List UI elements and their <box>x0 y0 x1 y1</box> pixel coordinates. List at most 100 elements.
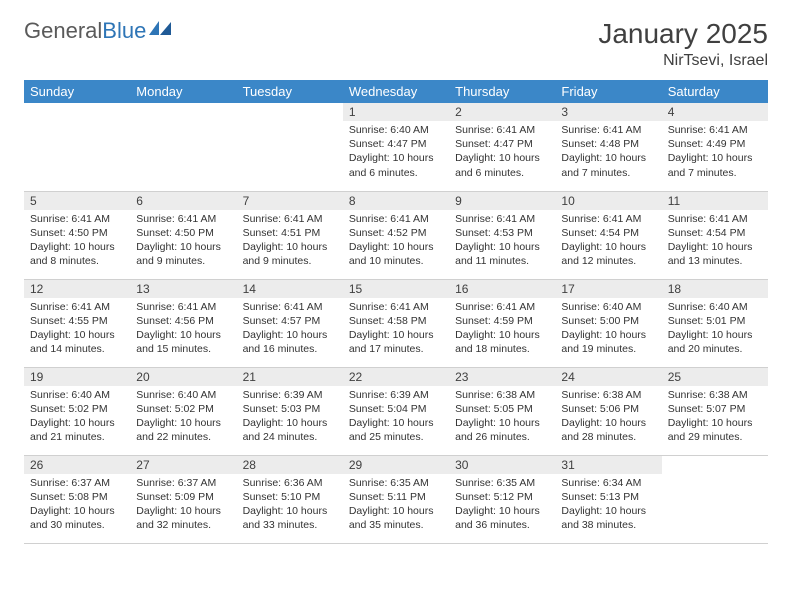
day-body: Sunrise: 6:41 AMSunset: 4:55 PMDaylight:… <box>24 298 130 361</box>
day-body: Sunrise: 6:41 AMSunset: 4:48 PMDaylight:… <box>555 121 661 184</box>
empty-cell <box>237 103 343 191</box>
day-cell: 25Sunrise: 6:38 AMSunset: 5:07 PMDayligh… <box>662 367 768 455</box>
day-body: Sunrise: 6:38 AMSunset: 5:07 PMDaylight:… <box>662 386 768 449</box>
sail-icon <box>149 21 171 35</box>
day-number: 30 <box>449 456 555 474</box>
day-body: Sunrise: 6:40 AMSunset: 4:47 PMDaylight:… <box>343 121 449 184</box>
day-cell: 9Sunrise: 6:41 AMSunset: 4:53 PMDaylight… <box>449 191 555 279</box>
day-cell: 30Sunrise: 6:35 AMSunset: 5:12 PMDayligh… <box>449 455 555 543</box>
calendar-body: 1Sunrise: 6:40 AMSunset: 4:47 PMDaylight… <box>24 103 768 543</box>
day-number: 6 <box>130 192 236 210</box>
day-number: 12 <box>24 280 130 298</box>
day-body: Sunrise: 6:35 AMSunset: 5:12 PMDaylight:… <box>449 474 555 537</box>
day-number: 9 <box>449 192 555 210</box>
day-cell: 17Sunrise: 6:40 AMSunset: 5:00 PMDayligh… <box>555 279 661 367</box>
weekday-header: Monday <box>130 80 236 103</box>
day-number: 26 <box>24 456 130 474</box>
day-cell: 7Sunrise: 6:41 AMSunset: 4:51 PMDaylight… <box>237 191 343 279</box>
day-cell: 4Sunrise: 6:41 AMSunset: 4:49 PMDaylight… <box>662 103 768 191</box>
day-body: Sunrise: 6:41 AMSunset: 4:53 PMDaylight:… <box>449 210 555 273</box>
day-cell: 2Sunrise: 6:41 AMSunset: 4:47 PMDaylight… <box>449 103 555 191</box>
day-number: 25 <box>662 368 768 386</box>
day-body: Sunrise: 6:41 AMSunset: 4:51 PMDaylight:… <box>237 210 343 273</box>
day-number: 7 <box>237 192 343 210</box>
day-number: 11 <box>662 192 768 210</box>
day-number: 15 <box>343 280 449 298</box>
logo: GeneralBlue <box>24 18 171 44</box>
header: GeneralBlue January 2025 NirTsevi, Israe… <box>24 18 768 70</box>
day-body: Sunrise: 6:40 AMSunset: 5:02 PMDaylight:… <box>24 386 130 449</box>
day-cell: 19Sunrise: 6:40 AMSunset: 5:02 PMDayligh… <box>24 367 130 455</box>
day-cell: 3Sunrise: 6:41 AMSunset: 4:48 PMDaylight… <box>555 103 661 191</box>
weekday-header: Friday <box>555 80 661 103</box>
logo-text: GeneralBlue <box>24 18 146 44</box>
day-body: Sunrise: 6:41 AMSunset: 4:52 PMDaylight:… <box>343 210 449 273</box>
location: NirTsevi, Israel <box>598 52 768 70</box>
day-body: Sunrise: 6:41 AMSunset: 4:59 PMDaylight:… <box>449 298 555 361</box>
day-cell: 22Sunrise: 6:39 AMSunset: 5:04 PMDayligh… <box>343 367 449 455</box>
day-body: Sunrise: 6:41 AMSunset: 4:58 PMDaylight:… <box>343 298 449 361</box>
calendar-row: 19Sunrise: 6:40 AMSunset: 5:02 PMDayligh… <box>24 367 768 455</box>
day-body: Sunrise: 6:41 AMSunset: 4:54 PMDaylight:… <box>662 210 768 273</box>
calendar-head: SundayMondayTuesdayWednesdayThursdayFrid… <box>24 80 768 103</box>
day-body: Sunrise: 6:40 AMSunset: 5:00 PMDaylight:… <box>555 298 661 361</box>
day-body: Sunrise: 6:34 AMSunset: 5:13 PMDaylight:… <box>555 474 661 537</box>
day-body: Sunrise: 6:39 AMSunset: 5:03 PMDaylight:… <box>237 386 343 449</box>
day-number: 27 <box>130 456 236 474</box>
weekday-header: Tuesday <box>237 80 343 103</box>
day-cell: 28Sunrise: 6:36 AMSunset: 5:10 PMDayligh… <box>237 455 343 543</box>
day-body: Sunrise: 6:41 AMSunset: 4:50 PMDaylight:… <box>24 210 130 273</box>
day-number: 18 <box>662 280 768 298</box>
month-title: January 2025 <box>598 18 768 50</box>
day-cell: 31Sunrise: 6:34 AMSunset: 5:13 PMDayligh… <box>555 455 661 543</box>
day-cell: 8Sunrise: 6:41 AMSunset: 4:52 PMDaylight… <box>343 191 449 279</box>
day-body: Sunrise: 6:40 AMSunset: 5:02 PMDaylight:… <box>130 386 236 449</box>
weekday-header: Thursday <box>449 80 555 103</box>
weekday-row: SundayMondayTuesdayWednesdayThursdayFrid… <box>24 80 768 103</box>
day-number: 13 <box>130 280 236 298</box>
day-number: 1 <box>343 103 449 121</box>
day-number: 16 <box>449 280 555 298</box>
day-cell: 27Sunrise: 6:37 AMSunset: 5:09 PMDayligh… <box>130 455 236 543</box>
weekday-header: Wednesday <box>343 80 449 103</box>
day-number: 4 <box>662 103 768 121</box>
day-cell: 20Sunrise: 6:40 AMSunset: 5:02 PMDayligh… <box>130 367 236 455</box>
day-cell: 13Sunrise: 6:41 AMSunset: 4:56 PMDayligh… <box>130 279 236 367</box>
day-cell: 12Sunrise: 6:41 AMSunset: 4:55 PMDayligh… <box>24 279 130 367</box>
day-number: 23 <box>449 368 555 386</box>
day-number: 31 <box>555 456 661 474</box>
weekday-header: Saturday <box>662 80 768 103</box>
day-cell: 29Sunrise: 6:35 AMSunset: 5:11 PMDayligh… <box>343 455 449 543</box>
weekday-header: Sunday <box>24 80 130 103</box>
empty-cell <box>130 103 236 191</box>
day-cell: 14Sunrise: 6:41 AMSunset: 4:57 PMDayligh… <box>237 279 343 367</box>
day-body: Sunrise: 6:35 AMSunset: 5:11 PMDaylight:… <box>343 474 449 537</box>
day-number: 5 <box>24 192 130 210</box>
empty-cell <box>24 103 130 191</box>
logo-general: General <box>24 18 102 43</box>
day-body: Sunrise: 6:41 AMSunset: 4:50 PMDaylight:… <box>130 210 236 273</box>
day-number: 14 <box>237 280 343 298</box>
day-number: 22 <box>343 368 449 386</box>
day-body: Sunrise: 6:41 AMSunset: 4:57 PMDaylight:… <box>237 298 343 361</box>
day-body: Sunrise: 6:38 AMSunset: 5:05 PMDaylight:… <box>449 386 555 449</box>
calendar-table: SundayMondayTuesdayWednesdayThursdayFrid… <box>24 80 768 544</box>
day-cell: 16Sunrise: 6:41 AMSunset: 4:59 PMDayligh… <box>449 279 555 367</box>
calendar-row: 12Sunrise: 6:41 AMSunset: 4:55 PMDayligh… <box>24 279 768 367</box>
day-cell: 21Sunrise: 6:39 AMSunset: 5:03 PMDayligh… <box>237 367 343 455</box>
day-number: 2 <box>449 103 555 121</box>
day-body: Sunrise: 6:41 AMSunset: 4:47 PMDaylight:… <box>449 121 555 184</box>
calendar-row: 5Sunrise: 6:41 AMSunset: 4:50 PMDaylight… <box>24 191 768 279</box>
day-cell: 24Sunrise: 6:38 AMSunset: 5:06 PMDayligh… <box>555 367 661 455</box>
empty-cell <box>662 455 768 543</box>
day-number: 21 <box>237 368 343 386</box>
day-cell: 1Sunrise: 6:40 AMSunset: 4:47 PMDaylight… <box>343 103 449 191</box>
calendar-row: 26Sunrise: 6:37 AMSunset: 5:08 PMDayligh… <box>24 455 768 543</box>
day-number: 29 <box>343 456 449 474</box>
day-body: Sunrise: 6:39 AMSunset: 5:04 PMDaylight:… <box>343 386 449 449</box>
day-number: 10 <box>555 192 661 210</box>
day-body: Sunrise: 6:37 AMSunset: 5:08 PMDaylight:… <box>24 474 130 537</box>
day-body: Sunrise: 6:36 AMSunset: 5:10 PMDaylight:… <box>237 474 343 537</box>
day-cell: 23Sunrise: 6:38 AMSunset: 5:05 PMDayligh… <box>449 367 555 455</box>
day-cell: 11Sunrise: 6:41 AMSunset: 4:54 PMDayligh… <box>662 191 768 279</box>
